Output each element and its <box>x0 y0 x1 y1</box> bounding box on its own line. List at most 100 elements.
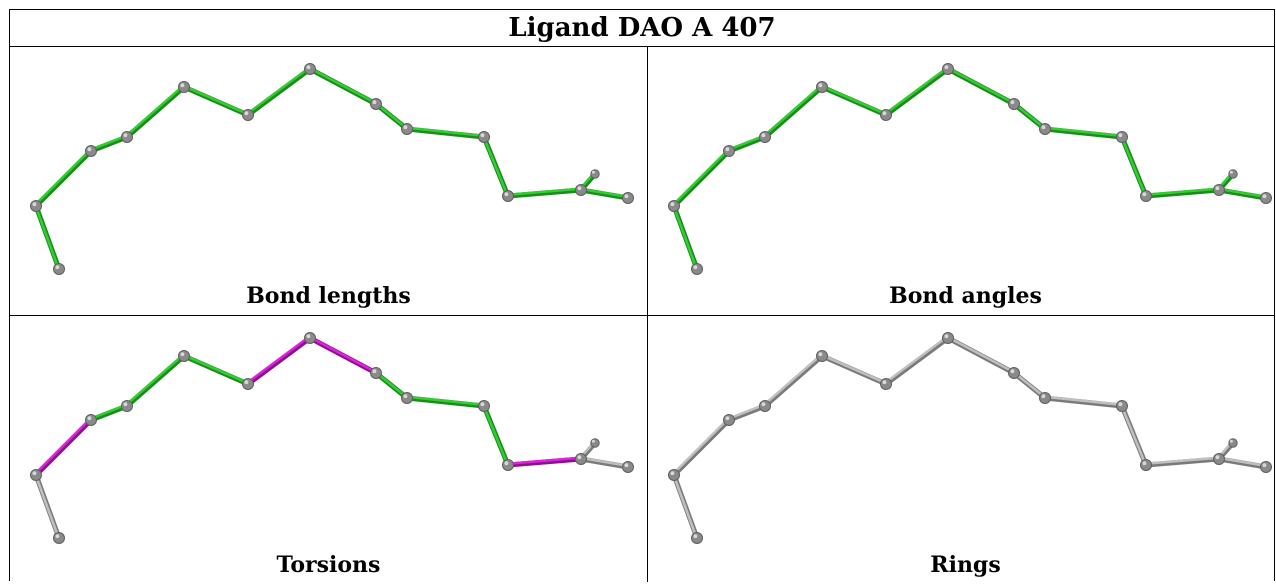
atom-7 <box>370 98 382 110</box>
bond-4 <box>181 84 251 118</box>
atom-3 <box>759 400 771 412</box>
atom-5 <box>242 378 254 390</box>
figure-frame: Ligand DAO A 407 Bond lengths Bond angle… <box>9 9 1276 584</box>
bond-12 <box>578 456 631 470</box>
atom-13 <box>622 461 634 473</box>
bond-4 <box>819 353 889 387</box>
figure-title: Ligand DAO A 407 <box>508 13 776 43</box>
atom-9 <box>478 400 490 412</box>
atom-8 <box>401 123 413 135</box>
bond-12 <box>1216 456 1269 470</box>
atom-5 <box>880 109 892 121</box>
atom-2 <box>723 414 735 426</box>
atom-0 <box>53 263 65 275</box>
atom-10 <box>1140 190 1152 202</box>
bond-3 <box>762 84 825 140</box>
bond-2 <box>726 403 768 423</box>
atom-6 <box>304 332 316 344</box>
atom-11 <box>575 184 587 196</box>
bond-1 <box>671 417 732 478</box>
bond-8 <box>404 126 487 140</box>
panel-rings: Rings <box>647 316 1276 584</box>
atom-11 <box>1213 184 1225 196</box>
panel-bond-angles: Bond angles <box>647 47 1276 315</box>
bond-9 <box>1119 134 1149 199</box>
atom-9 <box>1116 131 1128 143</box>
atom-12 <box>590 169 600 179</box>
bond-0 <box>671 472 700 541</box>
bond-3 <box>124 353 187 409</box>
atom-2 <box>85 145 97 157</box>
molecule-bond-angles <box>668 63 1272 275</box>
atom-6 <box>304 63 316 75</box>
bond-9 <box>1119 403 1149 468</box>
bond-3 <box>762 353 825 409</box>
atom-11 <box>1213 453 1225 465</box>
bond-4 <box>819 84 889 118</box>
bond-1 <box>671 148 732 209</box>
bond-0 <box>33 472 62 541</box>
bond-2 <box>726 134 768 154</box>
atom-1 <box>30 200 42 212</box>
bond-6 <box>945 66 1017 107</box>
bond-9 <box>481 134 511 199</box>
atom-1 <box>668 200 680 212</box>
atom-11 <box>575 453 587 465</box>
panel-bond-lengths: Bond lengths <box>10 47 647 315</box>
atom-9 <box>1116 400 1128 412</box>
atom-5 <box>880 378 892 390</box>
bond-10 <box>1143 187 1222 199</box>
molecule-torsions <box>30 332 634 544</box>
atom-0 <box>691 532 703 544</box>
atom-13 <box>1260 461 1272 473</box>
bond-10 <box>1143 456 1222 468</box>
atom-10 <box>1140 459 1152 471</box>
atom-1 <box>668 469 680 481</box>
atom-12 <box>590 438 600 448</box>
panel-label-bond-angles: Bond angles <box>889 283 1042 309</box>
bond-2 <box>88 403 130 423</box>
atom-12 <box>1228 169 1238 179</box>
atom-10 <box>502 459 514 471</box>
panel-torsions: Torsions <box>10 316 647 584</box>
panel-label-torsions: Torsions <box>276 552 381 578</box>
bond-8 <box>1042 126 1125 140</box>
molecule-bond-lengths <box>30 63 634 275</box>
bond-8 <box>1042 395 1125 409</box>
atom-0 <box>53 532 65 544</box>
atom-8 <box>401 392 413 404</box>
vertical-divider <box>647 47 648 582</box>
atom-2 <box>723 145 735 157</box>
bond-1 <box>33 417 94 478</box>
bond-2 <box>88 134 130 154</box>
atom-3 <box>121 131 133 143</box>
bond-5 <box>245 66 313 118</box>
bond-10 <box>505 456 584 468</box>
bond-8 <box>404 395 487 409</box>
atom-3 <box>759 131 771 143</box>
atom-9 <box>478 131 490 143</box>
bond-5 <box>245 335 313 387</box>
bond-10 <box>505 187 584 199</box>
atom-7 <box>370 367 382 379</box>
bond-3 <box>124 84 187 140</box>
panel-label-bond-lengths: Bond lengths <box>246 283 411 309</box>
atom-4 <box>816 350 828 362</box>
bond-5 <box>883 335 951 387</box>
bond-0 <box>671 203 700 272</box>
atom-2 <box>85 414 97 426</box>
atom-4 <box>816 81 828 93</box>
atom-7 <box>1008 367 1020 379</box>
atom-3 <box>121 400 133 412</box>
atom-8 <box>1039 123 1051 135</box>
title-row: Ligand DAO A 407 <box>10 10 1274 47</box>
bond-5 <box>883 66 951 118</box>
bond-6 <box>307 66 379 107</box>
atom-4 <box>178 350 190 362</box>
bond-1 <box>33 148 94 209</box>
bond-12 <box>1216 187 1269 201</box>
atom-0 <box>691 263 703 275</box>
atom-10 <box>502 190 514 202</box>
bond-0 <box>33 203 62 272</box>
atom-13 <box>622 192 634 204</box>
